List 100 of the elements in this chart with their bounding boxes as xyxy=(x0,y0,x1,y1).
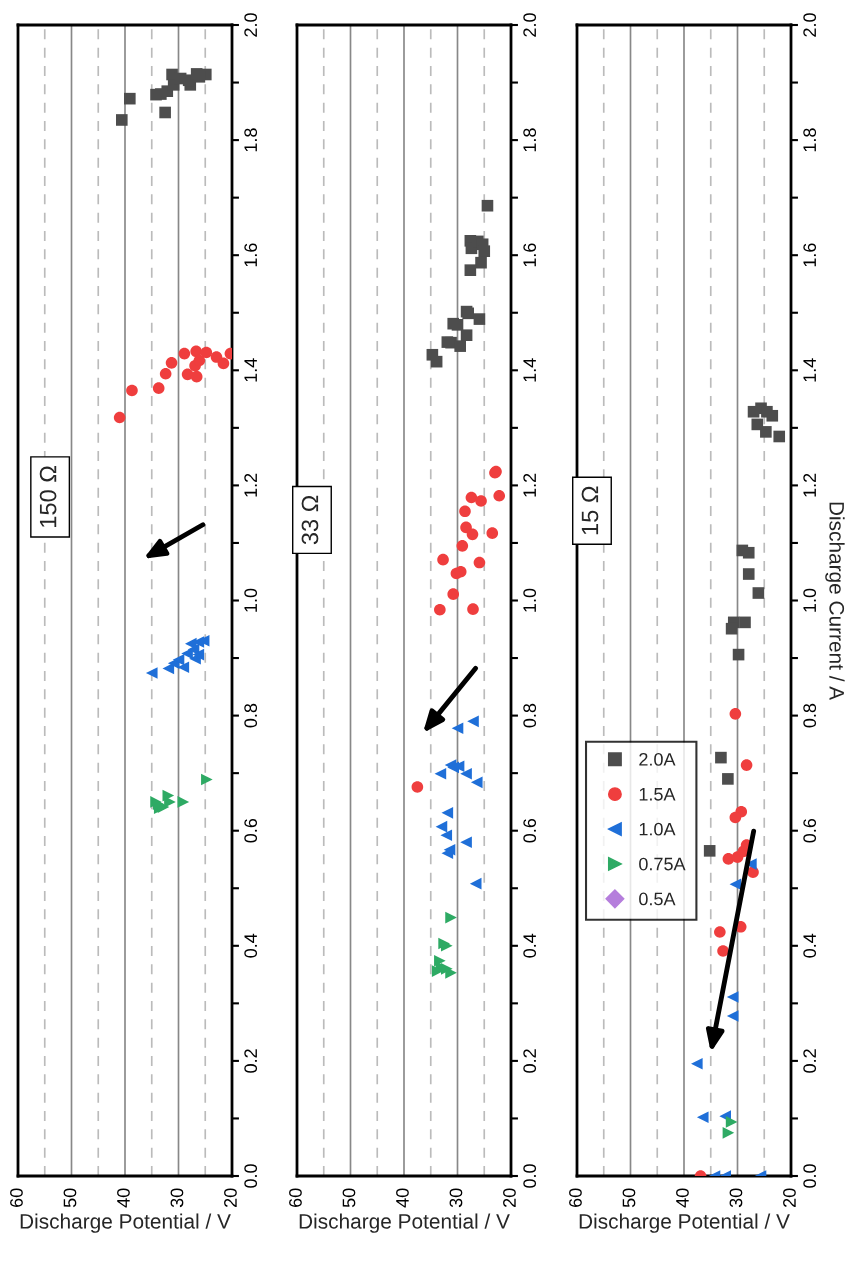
text: 15 Ω xyxy=(581,486,599,535)
point xyxy=(165,357,178,369)
point xyxy=(714,926,726,938)
y-tick-label: 1.0 xyxy=(523,588,537,612)
point xyxy=(437,553,449,566)
point xyxy=(467,715,479,728)
point xyxy=(766,409,779,422)
x-tick-label: 30 xyxy=(449,1188,463,1208)
x-axis-title: Discharge Potential / V xyxy=(299,1213,510,1233)
point xyxy=(201,773,213,786)
y-tick-label: 1.4 xyxy=(244,358,257,382)
point xyxy=(113,411,126,424)
point xyxy=(473,556,486,569)
point xyxy=(172,653,185,666)
point xyxy=(434,603,446,616)
y-tick-label: 0.4 xyxy=(803,933,817,958)
x-axis-title: Discharge Potential / V xyxy=(579,1213,790,1233)
point xyxy=(470,776,483,789)
x-tick-label: 20 xyxy=(783,1188,796,1207)
legend-label: 0.75A xyxy=(639,857,686,871)
point xyxy=(715,751,727,764)
y-tick-label: 1.4 xyxy=(803,358,816,382)
point xyxy=(193,354,206,367)
y-tick-label: 1.0 xyxy=(803,588,817,612)
point xyxy=(467,603,479,615)
y-tick-label: 0.2 xyxy=(523,1049,537,1073)
y-tick-label: 1.6 xyxy=(244,243,258,267)
y-tick-label: 1.2 xyxy=(523,473,536,497)
y-tick-label: 1.2 xyxy=(803,473,816,497)
y-tick-label: 1.0 xyxy=(244,588,258,612)
point xyxy=(159,106,171,119)
legend-label: 0.5A xyxy=(639,892,676,906)
x-tick-label: 40 xyxy=(676,1188,689,1208)
y-tick-label: 1.2 xyxy=(244,473,257,497)
point xyxy=(411,781,424,793)
point xyxy=(717,945,729,957)
y-tick-label: 0.0 xyxy=(244,1164,258,1188)
point xyxy=(481,199,494,212)
point xyxy=(460,836,472,849)
point xyxy=(434,767,447,780)
y-tick-label: 0.6 xyxy=(803,818,817,843)
y-tick-label: 0.8 xyxy=(523,703,537,728)
point xyxy=(760,426,772,438)
point xyxy=(466,528,479,541)
x-tick-label: 30 xyxy=(170,1188,184,1208)
point xyxy=(115,114,128,126)
point xyxy=(441,807,454,819)
point xyxy=(454,340,466,352)
y-tick-label: 2.0 xyxy=(523,13,537,37)
point xyxy=(459,505,471,518)
x-tick-label: 60 xyxy=(10,1188,23,1207)
point xyxy=(493,489,506,502)
y-tick-label: 0.0 xyxy=(803,1164,817,1188)
y-tick-label: 1.6 xyxy=(803,243,817,267)
point xyxy=(703,845,716,857)
legend-label: 1.0A xyxy=(639,822,676,836)
y-tick-label: 0.4 xyxy=(523,933,537,958)
y-tick-label: 0.2 xyxy=(244,1049,258,1073)
x-tick-label: 20 xyxy=(503,1188,516,1207)
point xyxy=(445,911,457,924)
point xyxy=(722,1127,735,1139)
y-tick-label: 0.6 xyxy=(523,818,537,843)
point xyxy=(475,256,487,269)
point xyxy=(435,820,448,833)
point xyxy=(460,767,472,780)
point xyxy=(440,829,453,842)
point xyxy=(465,491,478,504)
point xyxy=(486,527,499,539)
point xyxy=(722,773,734,785)
y-tick-label: 0.8 xyxy=(803,703,817,728)
x-tick-label: 20 xyxy=(224,1188,237,1207)
point xyxy=(696,1111,709,1124)
point xyxy=(742,568,755,580)
x-tick-label: 60 xyxy=(289,1188,302,1207)
y-tick-label: 2.0 xyxy=(244,13,258,37)
point xyxy=(217,357,230,370)
point xyxy=(729,708,742,720)
point xyxy=(739,616,751,629)
point xyxy=(124,92,136,105)
point xyxy=(464,264,477,276)
y-tick-label: 1.6 xyxy=(523,243,537,267)
point xyxy=(691,1057,703,1070)
y-tick-label: 1.8 xyxy=(244,128,258,152)
point xyxy=(126,384,138,397)
x-axis-title: Discharge Potential / V xyxy=(20,1213,231,1233)
y-tick-label: 2.0 xyxy=(803,13,817,37)
point xyxy=(473,313,486,325)
point xyxy=(159,367,172,380)
x-tick-label: 50 xyxy=(63,1188,77,1208)
y-axis-title: Discharge Current / A xyxy=(825,502,845,701)
y-tick-label: 0.2 xyxy=(803,1049,817,1073)
x-tick-label: 40 xyxy=(117,1188,130,1208)
text: 33 Ω xyxy=(301,495,319,545)
legend-label: 1.5A xyxy=(639,788,676,801)
point xyxy=(456,540,469,552)
y-tick-label: 0.8 xyxy=(244,703,258,728)
legend-label: 2.0A xyxy=(639,752,676,766)
point xyxy=(729,878,742,891)
x-tick-label: 60 xyxy=(569,1188,582,1207)
point xyxy=(729,811,742,824)
